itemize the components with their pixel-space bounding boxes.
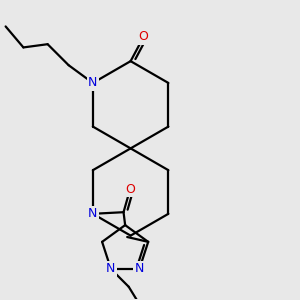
- Text: O: O: [125, 183, 135, 196]
- Text: N: N: [135, 262, 144, 275]
- Text: N: N: [88, 207, 98, 220]
- Text: N: N: [88, 76, 98, 89]
- Text: N: N: [106, 262, 116, 275]
- Text: O: O: [139, 30, 148, 44]
